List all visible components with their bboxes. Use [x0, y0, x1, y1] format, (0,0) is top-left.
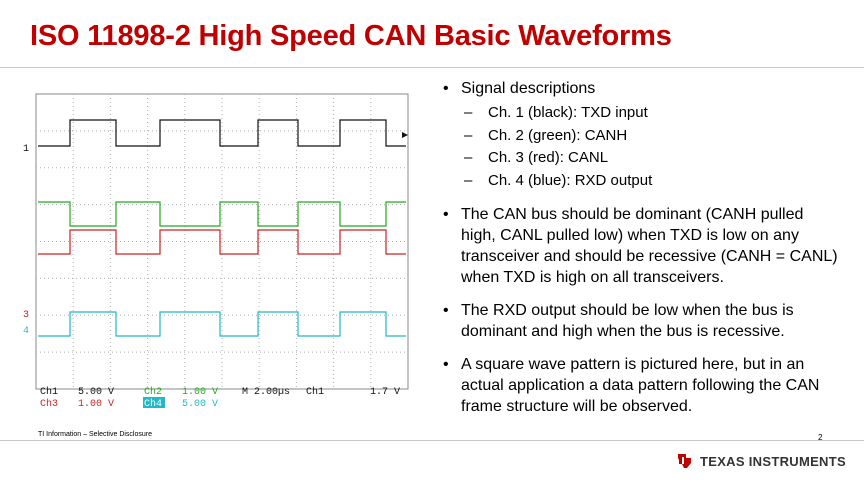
ch4-ground-marker: 4: [23, 326, 29, 337]
signal-item: – Ch. 2 (green): CANH: [464, 126, 628, 144]
bullet-text: The RXD output should be low when the bu…: [461, 302, 794, 340]
ch2-canh-trace: [38, 201, 406, 227]
ch1-label: Ch1: [40, 386, 58, 398]
ch1-txd-trace: [38, 119, 406, 147]
scope-traces: [38, 119, 406, 337]
ti-logo: TEXAS INSTRUMENTS: [676, 452, 846, 470]
signal-item-label: Ch. 1 (black): TXD input: [488, 104, 648, 121]
scope-display: 1 3 4 Ch1 5.00 V Ch2 1.00 V M 2.00µs Ch1…: [23, 93, 409, 410]
signal-item-label: Ch. 2 (green): CANH: [488, 126, 628, 144]
bullet-rxd-output: • The RXD output should be low when the …: [443, 302, 794, 340]
slide-title: ISO 11898-2 High Speed CAN Basic Wavefor…: [30, 20, 672, 52]
trigger-level-arrow: [402, 132, 408, 138]
page-number: 2: [818, 433, 823, 442]
bullet-dot: •: [443, 80, 449, 97]
trigger-level: 1.7 V: [370, 387, 400, 398]
footer-disclosure: TI Information – Selective Disclosure: [38, 431, 152, 438]
signal-list: – Ch. 1 (black): TXD input – Ch. 2 (green)…: [438, 102, 838, 192]
ch4-label-bg: [143, 397, 165, 408]
bullet-dominant-recessive: • The CAN bus should be dominant (CANH p…: [443, 206, 838, 286]
ch3-canl-trace: [38, 229, 406, 255]
signal-item: – Ch. 4 (blue): RXD output: [464, 171, 653, 189]
timebase: M 2.00µs: [242, 387, 290, 398]
ch3-ground-marker: 3: [23, 310, 29, 321]
ch3-scale: 1.00 V: [78, 399, 114, 410]
bullet-square-wave: • A square wave pattern is pictured here…: [443, 356, 820, 415]
trigger-source: Ch1: [306, 386, 324, 398]
signal-heading: Signal descriptions: [461, 80, 596, 97]
ch4-label: Ch4: [144, 398, 162, 410]
ch2-label: Ch2: [144, 386, 162, 398]
footer-divider: [0, 440, 864, 441]
title-divider: [0, 67, 864, 68]
ti-state-icon: [678, 454, 691, 468]
ch1-scale: 5.00 V: [78, 387, 114, 398]
notes-panel: • Signal descriptions – Ch. 1 (black): TX…: [438, 78, 838, 429]
ch4-scale: 5.00 V: [182, 399, 218, 410]
ch1-ground-marker: 1: [23, 144, 29, 155]
signal-item-label: Ch. 4 (blue): RXD output: [488, 171, 653, 189]
bullet-signal-descriptions: • Signal descriptions: [438, 78, 838, 99]
signal-item-label: Ch. 3 (red): CANL: [488, 149, 609, 166]
ch2-scale: 1.00 V: [182, 387, 218, 398]
signal-item: – Ch. 3 (red): CANL: [464, 149, 609, 166]
bullet-text: A square wave pattern is pictured here, …: [461, 356, 820, 415]
bullet-text: The CAN bus should be dominant (CANH pul…: [461, 206, 838, 286]
signal-item: – Ch. 1 (black): TXD input: [464, 104, 648, 121]
ch3-label: Ch3: [40, 398, 58, 410]
ti-logo-text: TEXAS INSTRUMENTS: [700, 453, 846, 469]
ch4-rxd-trace: [38, 311, 406, 337]
scope-screen: [35, 93, 409, 390]
oscilloscope-screenshot: 1 3 4 Ch1 5.00 V Ch2 1.00 V M 2.00µs Ch1…: [20, 90, 412, 410]
